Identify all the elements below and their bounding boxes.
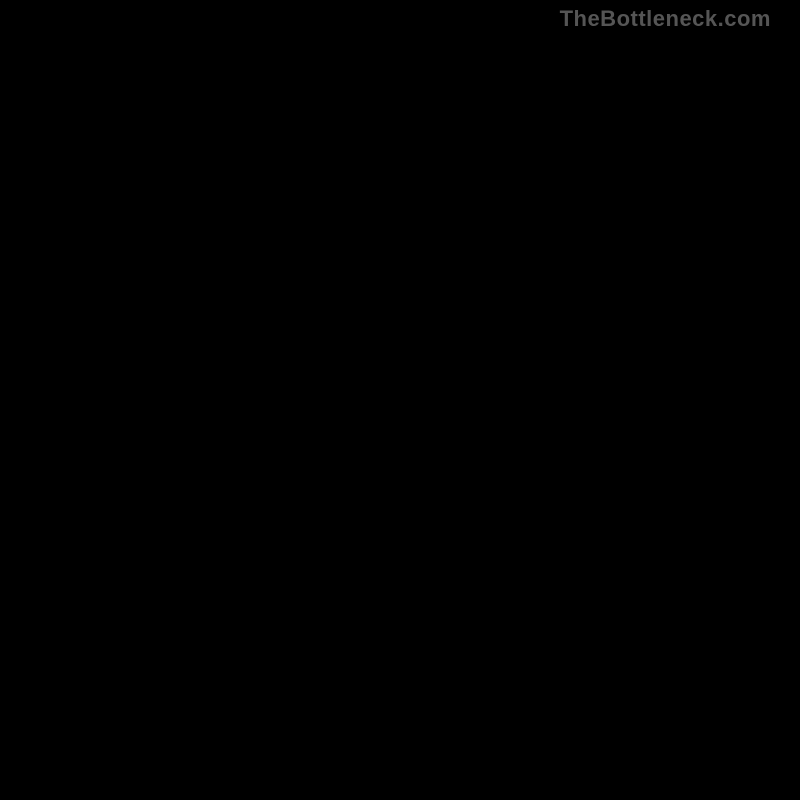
heatmap-canvas xyxy=(27,37,773,768)
plot-area xyxy=(27,37,773,768)
watermark-text: TheBottleneck.com xyxy=(560,6,771,32)
